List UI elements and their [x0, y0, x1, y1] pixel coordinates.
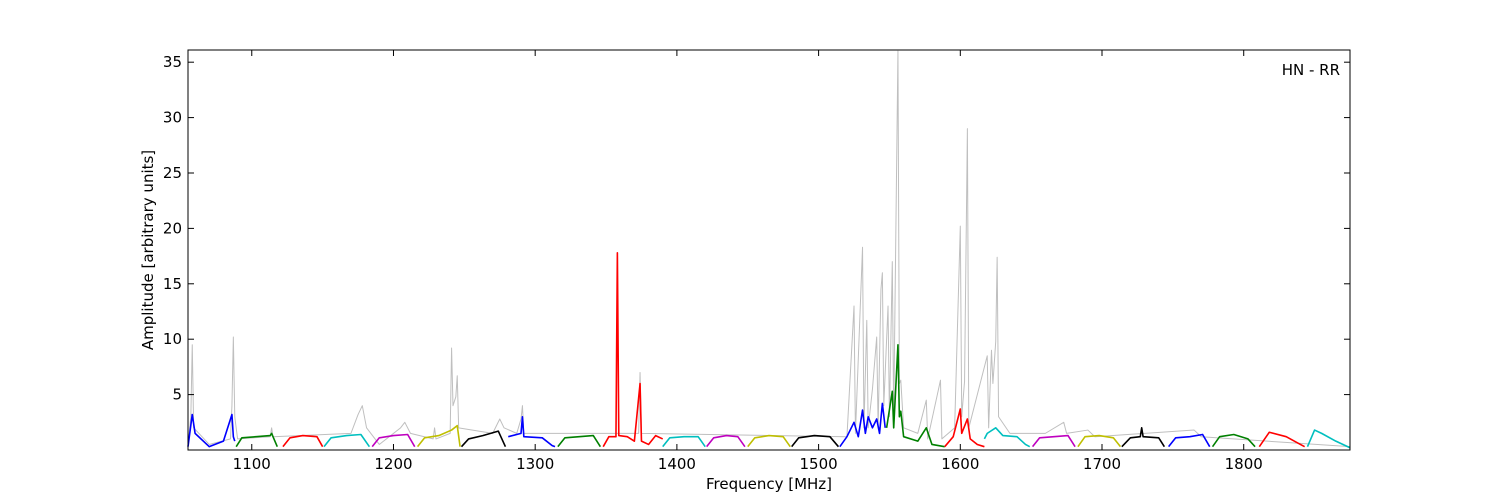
y-tick-label: 15 — [163, 275, 182, 293]
series-line — [983, 427, 1031, 448]
series-line — [371, 433, 416, 448]
series-line — [187, 50, 1351, 448]
y-tick-label: 35 — [163, 53, 182, 71]
series-line — [706, 434, 746, 448]
y-tick-label: 5 — [172, 386, 182, 404]
x-tick-label: 1700 — [1083, 455, 1121, 473]
x-tick-label: 1200 — [374, 455, 412, 473]
x-tick-label: 1500 — [800, 455, 838, 473]
x-tick-label: 1400 — [658, 455, 696, 473]
y-tick-label: 20 — [163, 219, 182, 237]
y-axis-label: Amplitude [arbitrary units] — [139, 150, 157, 350]
series-line — [282, 434, 324, 448]
series-line — [1167, 433, 1211, 448]
plot-frame — [187, 49, 1351, 451]
series-line — [885, 343, 945, 448]
annotation: HN - RR — [1282, 61, 1340, 79]
series-line — [323, 433, 371, 448]
series-line — [460, 430, 507, 448]
series-line — [235, 432, 279, 448]
series-line — [1211, 433, 1256, 448]
series-line — [1258, 431, 1306, 448]
series-line — [602, 251, 664, 448]
series-line — [1306, 429, 1351, 449]
y-tick-label: 30 — [163, 109, 182, 127]
series-line — [662, 435, 706, 448]
series-line — [791, 434, 840, 448]
series-line — [1121, 427, 1166, 448]
x-tick-label: 1800 — [1225, 455, 1263, 473]
series-line — [557, 434, 602, 448]
series-line — [508, 415, 556, 448]
series-line — [944, 408, 985, 448]
x-axis-label: Frequency [MHz] — [706, 475, 832, 493]
series-line — [1031, 434, 1076, 448]
series-line — [839, 402, 886, 448]
x-tick-label: 1300 — [516, 455, 554, 473]
series-line — [416, 424, 461, 448]
x-tick-label: 1100 — [233, 455, 271, 473]
series-line — [747, 434, 791, 448]
y-tick-label: 25 — [163, 164, 182, 182]
x-tick-label: 1600 — [941, 455, 979, 473]
series-line — [187, 413, 236, 448]
y-tick-label: 10 — [163, 330, 182, 348]
series-line — [1077, 434, 1122, 448]
